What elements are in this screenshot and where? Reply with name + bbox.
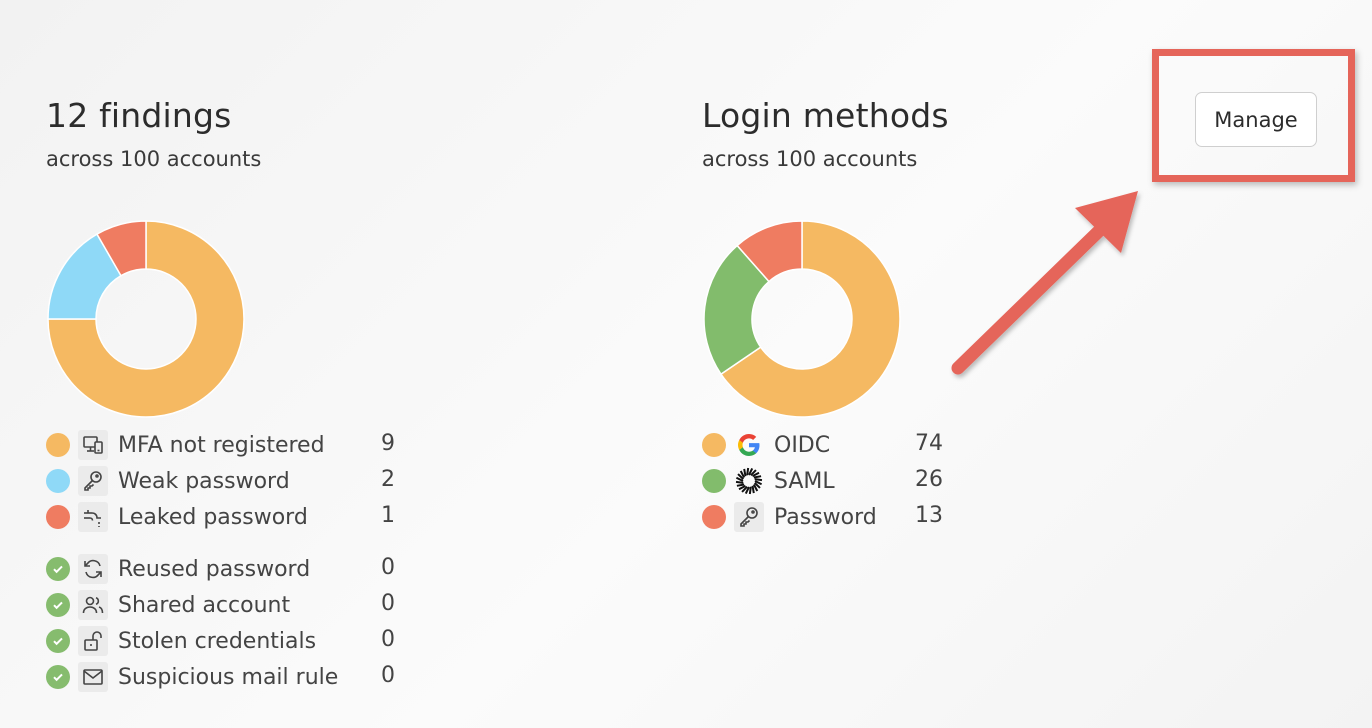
donut-slice-saml (703, 244, 770, 376)
donut-slice-leaked-password (95, 220, 147, 277)
finding-count: 0 (381, 591, 395, 616)
check-icon (46, 557, 70, 581)
login-method-label: OIDC (774, 432, 831, 458)
check-icon (46, 593, 70, 617)
login-method-count: 13 (915, 503, 943, 528)
finding-label: Shared account (118, 592, 291, 618)
mail-icon (78, 662, 108, 692)
devices-icon (78, 430, 108, 460)
key-icon (78, 466, 108, 496)
login-row-saml[interactable]: SAML (702, 463, 835, 499)
okta-icon (734, 466, 764, 496)
finding-row-reused-password[interactable]: Reused password (46, 551, 310, 587)
refresh-icon (78, 554, 108, 584)
login-method-count: 26 (915, 467, 943, 492)
login-row-oidc[interactable]: OIDC (702, 427, 830, 463)
finding-label: Reused password (118, 556, 311, 582)
finding-label: Leaked password (118, 504, 308, 530)
google-icon (734, 430, 764, 460)
login-methods-title: Login methods (702, 96, 949, 135)
users-icon (78, 590, 108, 620)
status-dot (46, 469, 70, 493)
donut-slice-mfa-not-registered (47, 220, 245, 418)
finding-row-weak-password[interactable]: Weak password (46, 463, 290, 499)
finding-count: 0 (381, 555, 395, 580)
finding-count: 0 (381, 663, 395, 688)
status-dot (702, 433, 726, 457)
status-dot (702, 505, 726, 529)
finding-count: 0 (381, 627, 395, 652)
login-method-label: Password (774, 504, 877, 530)
login-methods-subtitle: across 100 accounts (702, 147, 918, 171)
check-icon (46, 665, 70, 689)
finding-label: MFA not registered (118, 432, 325, 458)
finding-label: Stolen credentials (118, 628, 317, 654)
manage-button[interactable]: Manage (1195, 92, 1317, 147)
findings-title: 12 findings (46, 96, 232, 135)
donut-slice-oidc (719, 220, 901, 418)
login-method-label: SAML (774, 468, 835, 494)
finding-count: 2 (381, 467, 395, 492)
finding-row-leaked-password[interactable]: Leaked password (46, 499, 308, 535)
finding-label: Suspicious mail rule (118, 664, 339, 690)
status-dot (46, 433, 70, 457)
finding-row-suspicious-mail-rule[interactable]: Suspicious mail rule (46, 659, 338, 695)
finding-row-mfa[interactable]: MFA not registered (46, 427, 325, 463)
login-methods-donut-chart (703, 220, 901, 418)
finding-count: 1 (381, 503, 395, 528)
login-row-password[interactable]: Password (702, 499, 877, 535)
highlight-box (1152, 49, 1355, 182)
login-method-count: 74 (915, 431, 943, 456)
key-icon (734, 502, 764, 532)
findings-subtitle: across 100 accounts (46, 147, 262, 171)
unlock-icon (78, 626, 108, 656)
finding-label: Weak password (118, 468, 290, 494)
finding-row-shared-account[interactable]: Shared account (46, 587, 290, 623)
findings-donut-chart (47, 220, 245, 418)
check-icon (46, 629, 70, 653)
donut-slice-password (736, 220, 803, 283)
leak-icon (78, 502, 108, 532)
finding-row-stolen-credentials[interactable]: Stolen credentials (46, 623, 316, 659)
finding-count: 9 (381, 431, 395, 456)
status-dot (702, 469, 726, 493)
status-dot (46, 505, 70, 529)
